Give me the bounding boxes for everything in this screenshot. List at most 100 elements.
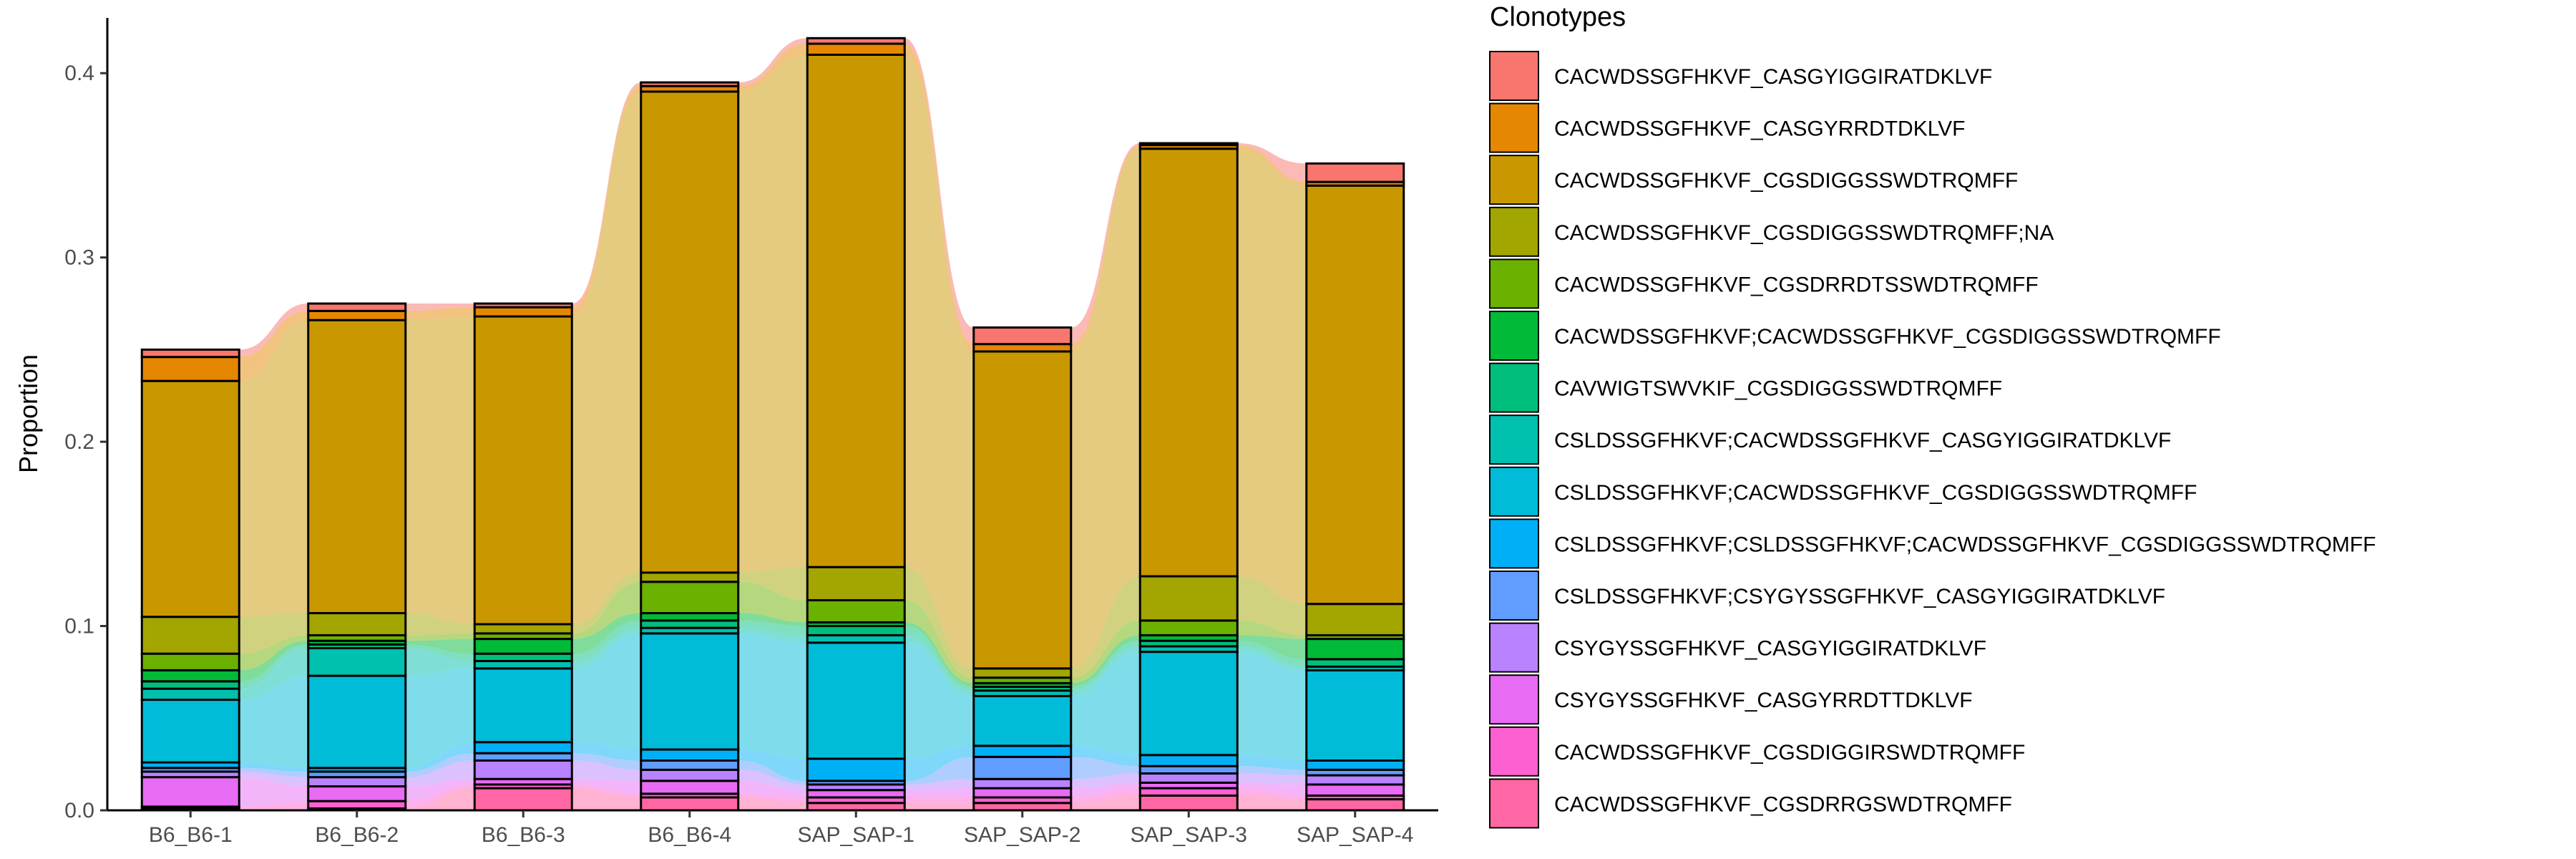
bar-segment-B6_B6-1-series-1 (140, 348, 240, 359)
flow-2-B6_B6-4-to-SAP_SAP-1 (738, 44, 808, 92)
flow-10-B6_B6-3-to-B6_B6-4 (572, 742, 641, 761)
bar-segment-B6_B6-1-series-9 (140, 699, 240, 764)
bar-segment-SAP_SAP-2-series-13 (972, 787, 1073, 799)
flow-15-B6_B6-3-to-B6_B6-4 (572, 788, 641, 810)
flow-1-B6_B6-3-to-B6_B6-4 (572, 82, 641, 308)
bar-segment-B6_B6-4-series-11 (640, 759, 740, 771)
y-tick-label: 0.2 (64, 430, 94, 454)
flow-7-SAP_SAP-3-to-SAP_SAP-4 (1237, 641, 1307, 667)
flow-5-SAP_SAP-3-to-SAP_SAP-4 (1237, 620, 1307, 639)
bar-segment-B6_B6-3-series-2 (473, 306, 573, 318)
flow-13-B6_B6-1-to-B6_B6-2 (239, 777, 308, 807)
bar-segment-SAP_SAP-3-series-15 (1138, 794, 1239, 812)
flow-7-SAP_SAP-1-to-SAP_SAP-2 (904, 626, 974, 691)
flow-2-SAP_SAP-3-to-SAP_SAP-4 (1237, 145, 1307, 186)
legend-label: CACWDSSGFHKVF_CASGYRRDTDKLVF (1554, 117, 1966, 141)
flow-7-B6_B6-2-to-B6_B6-3 (405, 644, 475, 661)
flow-1-SAP_SAP-1-to-SAP_SAP-2 (904, 38, 974, 344)
flow-12-B6_B6-3-to-B6_B6-4 (572, 760, 641, 781)
legend-key (1489, 726, 1539, 777)
flow-9-B6_B6-3-to-B6_B6-4 (572, 633, 641, 750)
bar-segment-B6_B6-3-series-6 (473, 638, 573, 655)
flow-5-B6_B6-1-to-B6_B6-2 (239, 635, 308, 671)
flow-9-B6_B6-1-to-B6_B6-2 (239, 676, 308, 768)
bar-segment-SAP_SAP-1-series-4 (806, 566, 906, 602)
legend-label: CSLDSSGFHKVF;CSYGYSSGFHKVF_CASGYIGGIRATD… (1554, 585, 2165, 608)
flow-9-SAP_SAP-1-to-SAP_SAP-2 (904, 642, 974, 759)
flow-2-B6_B6-3-to-B6_B6-4 (572, 86, 641, 317)
bar-segment-SAP_SAP-4-series-1 (1305, 162, 1405, 183)
bar-segment-B6_B6-4-series-7 (640, 619, 740, 629)
bar-segment-B6_B6-1-series-6 (140, 669, 240, 683)
flow-7-SAP_SAP-2-to-SAP_SAP-3 (1070, 641, 1141, 691)
flow-3-B6_B6-1-to-B6_B6-2 (239, 320, 308, 617)
bar-segment-SAP_SAP-4-series-9 (1305, 669, 1405, 762)
flow-7-B6_B6-4-to-SAP_SAP-1 (738, 620, 808, 636)
bar-segment-B6_B6-3-series-7 (473, 652, 573, 662)
bar-segment-SAP_SAP-4-series-15 (1305, 798, 1405, 812)
bar-segment-B6_B6-3-series-3 (473, 315, 573, 626)
bar-segment-SAP_SAP-2-series-15 (972, 802, 1073, 812)
legend-key (1489, 778, 1539, 829)
bar-segment-B6_B6-3-series-11 (473, 752, 573, 762)
bar-segment-B6_B6-4-series-5 (640, 581, 740, 615)
flow-15-SAP_SAP-2-to-SAP_SAP-3 (1070, 795, 1141, 810)
flow-8-SAP_SAP-1-to-SAP_SAP-2 (904, 635, 974, 697)
bar-segment-B6_B6-3-series-1 (473, 302, 573, 309)
bar-segment-B6_B6-4-series-9 (640, 632, 740, 751)
legend: CACWDSSGFHKVF_CASGYIGGIRATDKLVF CACWDSSGF… (1489, 51, 2376, 829)
x-tick-label: SAP_SAP-3 (1131, 823, 1247, 847)
flow-11-B6_B6-4-to-SAP_SAP-1 (738, 760, 808, 785)
bar-segment-SAP_SAP-2-series-2 (972, 343, 1073, 353)
legend-key (1489, 155, 1539, 205)
x-tick-label: SAP_SAP-2 (964, 823, 1080, 847)
flow-5-B6_B6-3-to-B6_B6-4 (572, 581, 641, 639)
flow-3-SAP_SAP-3-to-SAP_SAP-4 (1237, 148, 1307, 604)
bar-segment-SAP_SAP-4-series-3 (1305, 184, 1405, 606)
legend-key (1489, 414, 1539, 465)
legend-title: Clonotypes (1490, 2, 1626, 32)
bar-segment-SAP_SAP-3-series-14 (1138, 787, 1239, 797)
flow-12-B6_B6-2-to-B6_B6-3 (405, 760, 475, 787)
flow-9-SAP_SAP-3-to-SAP_SAP-4 (1237, 651, 1307, 761)
flow-3-SAP_SAP-2-to-SAP_SAP-3 (1070, 148, 1141, 669)
legend-key (1489, 622, 1539, 673)
legend-label: CSLDSSGFHKVF;CSLDSSGFHKVF;CACWDSSGFHKVF_… (1554, 533, 2376, 556)
legend-key (1489, 571, 1539, 621)
y-ticks: 0.0 0.1 0.2 0.3 0.4 (64, 62, 107, 822)
flow-14-B6_B6-3-to-B6_B6-4 (572, 784, 641, 797)
flow-4-SAP_SAP-2-to-SAP_SAP-3 (1070, 576, 1141, 678)
legend-label: CACWDSSGFHKVF_CGSDRRGSWDTRQMFF (1554, 792, 2012, 816)
legend-key (1489, 102, 1539, 153)
bar-segment-SAP_SAP-2-series-3 (972, 350, 1073, 670)
x-tick-label: SAP_SAP-1 (798, 823, 914, 847)
flow-4-B6_B6-3-to-B6_B6-4 (572, 572, 641, 634)
flow-10-B6_B6-4-to-SAP_SAP-1 (738, 749, 808, 781)
bar-segment-SAP_SAP-2-series-12 (972, 777, 1073, 790)
flow-8-SAP_SAP-3-to-SAP_SAP-4 (1237, 646, 1307, 671)
x-tick-label: B6_B6-3 (482, 823, 565, 847)
bar-segment-SAP_SAP-4-series-6 (1305, 638, 1405, 661)
bar-segment-SAP_SAP-3-series-4 (1138, 575, 1239, 622)
bar-segment-SAP_SAP-1-series-13 (806, 789, 906, 799)
y-tick-label: 0.0 (64, 799, 94, 822)
flow-11-B6_B6-3-to-B6_B6-4 (572, 753, 641, 770)
bar-segment-SAP_SAP-3-series-12 (1138, 772, 1239, 784)
bar-segment-SAP_SAP-1-series-7 (806, 625, 906, 636)
flow-6-SAP_SAP-3-to-SAP_SAP-4 (1237, 635, 1307, 659)
flow-15-B6_B6-4-to-SAP_SAP-1 (738, 797, 808, 810)
legend-label: CSLDSSGFHKVF;CACWDSSGFHKVF_CGSDIGGSSWDTR… (1554, 481, 2197, 505)
bar-segment-B6_B6-2-series-1 (307, 302, 407, 312)
bar-segment-SAP_SAP-1-series-1 (806, 37, 906, 45)
bar-segment-B6_B6-2-series-8 (307, 646, 407, 677)
flow-5-SAP_SAP-2-to-SAP_SAP-3 (1070, 620, 1141, 684)
bar-segment-SAP_SAP-4-series-7 (1305, 658, 1405, 668)
flow-12-B6_B6-4-to-SAP_SAP-1 (738, 770, 808, 790)
flow-1-B6_B6-1-to-B6_B6-2 (239, 304, 308, 357)
flow-11-B6_B6-2-to-B6_B6-3 (405, 753, 475, 777)
bar-segment-SAP_SAP-2-series-10 (972, 744, 1073, 758)
bar-segment-SAP_SAP-3-series-11 (1138, 765, 1239, 775)
flow-4-B6_B6-4-to-SAP_SAP-1 (738, 567, 808, 601)
bar-segment-B6_B6-2-series-13 (307, 785, 407, 802)
bar-segment-SAP_SAP-1-series-15 (806, 802, 906, 812)
